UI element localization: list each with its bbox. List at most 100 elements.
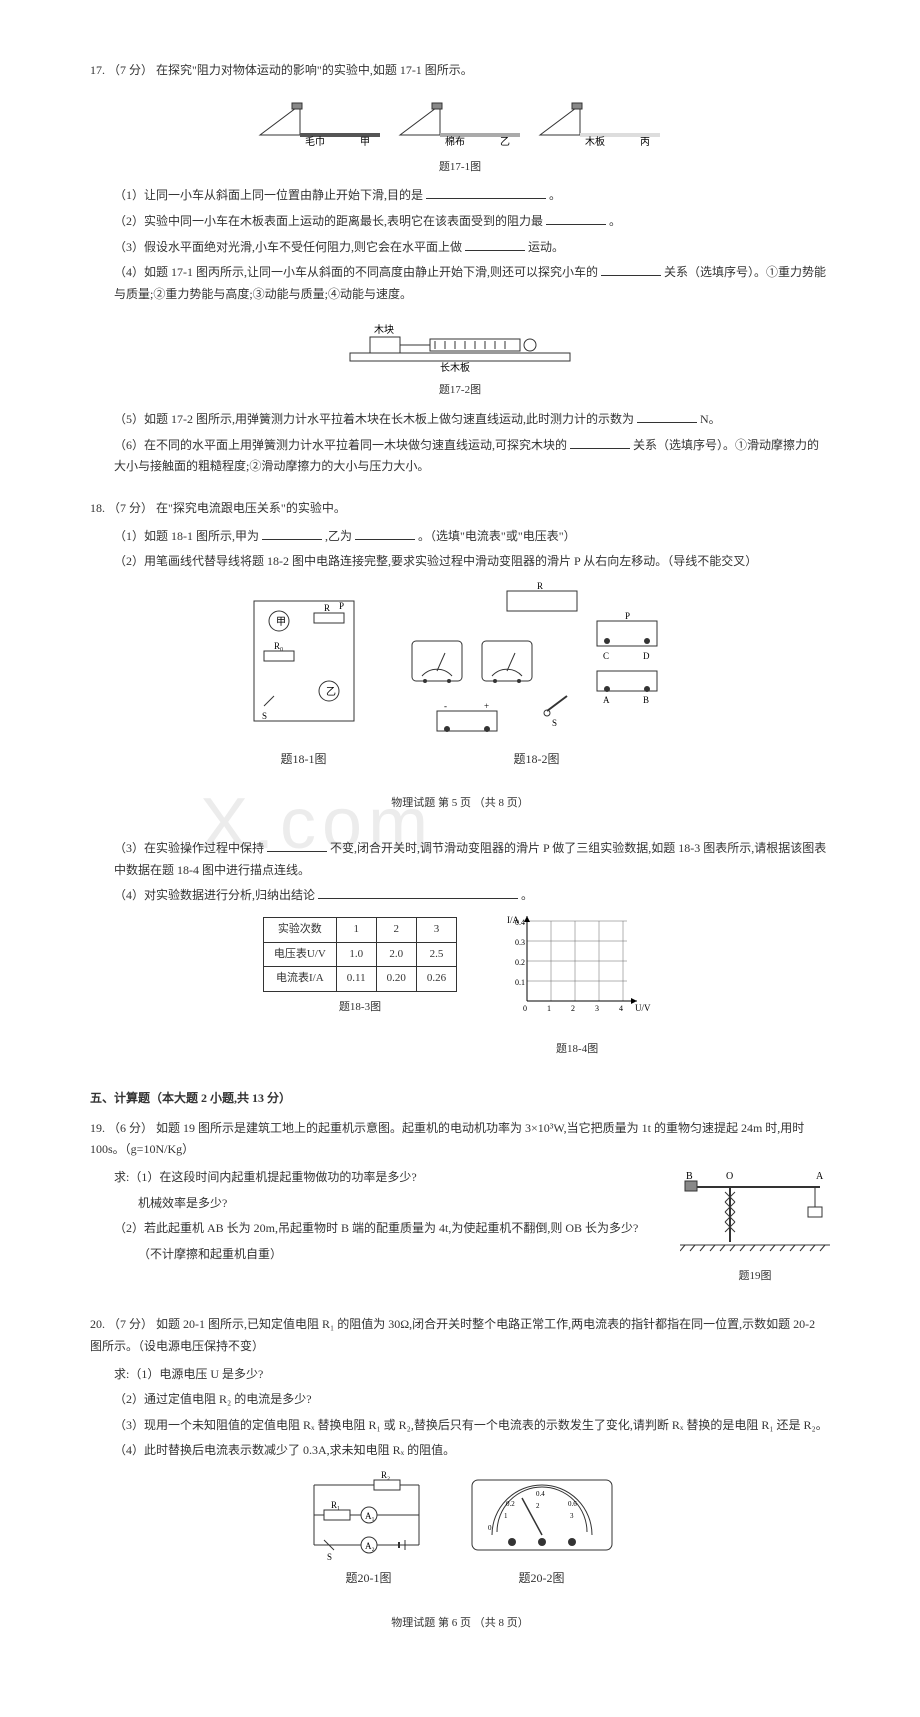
q20-circuit-svg: R₂ R₁ A₁ A₂ S	[299, 1470, 439, 1560]
q19-intro: 如题 19 图所示是建筑工地上的起重机示意图。起重机的电动机功率为 3×10³W…	[90, 1121, 804, 1157]
fig1-cap-a: 甲	[360, 137, 370, 148]
question-19: 19. （6 分） 如题 19 图所示是建筑工地上的起重机示意图。起重机的电动机…	[90, 1118, 830, 1295]
svg-text:乙: 乙	[326, 686, 336, 698]
svg-text:1: 1	[547, 1004, 551, 1013]
fig1-cap-c: 丙	[640, 137, 650, 148]
r2c1: 0.11	[336, 967, 376, 992]
question-20: 20. （7 分） 如题 20-1 图所示,已知定值电阻 R₁ 的阻值为 30Ω…	[90, 1314, 830, 1633]
q20-number: 20.	[90, 1317, 105, 1331]
q17-item5: （5）如题 17-2 图所示,用弹簧测力计水平拉着木块在长木板上做匀速直线运动,…	[90, 409, 830, 431]
table-header-tl: 实验次数	[263, 917, 336, 942]
q17-points: （7 分）	[108, 63, 153, 77]
q19-header: 19. （6 分） 如题 19 图所示是建筑工地上的起重机示意图。起重机的电动机…	[90, 1118, 830, 1161]
svg-text:+: +	[484, 701, 489, 711]
svg-text:0: 0	[523, 1004, 527, 1013]
r1c1: 1.0	[336, 942, 376, 967]
q18-fig1-caption: 题18-1图	[244, 749, 364, 771]
svg-text:0.4: 0.4	[536, 1490, 545, 1498]
q18-item1: （1）如题 18-1 图所示,甲为 ,乙为 。（选填"电流表"或"电压表"）	[90, 526, 830, 548]
svg-text:-: -	[444, 701, 447, 711]
q17-item4-text: （4）如题 17-1 图丙所示,让同一小车从斜面的不同高度由静止开始下滑,则还可…	[114, 265, 598, 279]
q19-ask1b: 机械效率是多少?	[90, 1193, 660, 1215]
table-col-2: 2	[376, 917, 416, 942]
q17-fig2: 木块 长木板	[90, 313, 830, 373]
svg-text:A₁: A₁	[365, 1511, 375, 1521]
table-col-3: 3	[416, 917, 456, 942]
q18-item1-a: （1）如题 18-1 图所示,甲为	[114, 529, 259, 543]
svg-text:R: R	[537, 581, 543, 591]
blank-field[interactable]	[570, 435, 630, 449]
q17-item5-end: N。	[700, 412, 721, 426]
svg-text:2: 2	[536, 1502, 540, 1510]
svg-text:3: 3	[595, 1004, 599, 1013]
svg-text:甲: 甲	[276, 617, 286, 628]
ammeter-dial-svg: 0 0.2 0.4 0.6 1 2 3	[462, 1470, 622, 1560]
q17-item3-end: 运动。	[528, 240, 564, 254]
blank-field[interactable]	[262, 526, 322, 540]
q17-item1: （1）让同一小车从斜面上同一位置由静止开始下滑,目的是 。	[90, 185, 830, 207]
blank-field[interactable]	[267, 838, 327, 852]
fig1-cap-b: 乙	[500, 136, 510, 148]
r2c2: 0.20	[376, 967, 416, 992]
q17-fig1: 毛巾 甲 棉布 乙 木板 丙	[90, 90, 830, 150]
svg-text:R: R	[324, 603, 330, 613]
svg-text:长木板: 长木板	[440, 361, 470, 373]
svg-text:P: P	[625, 611, 630, 621]
q19-asks: 求:（1）在这段时间内起重机提起重物做功的功率是多少? 机械效率是多少? （2）…	[90, 1167, 660, 1294]
question-17: 17. （7 分） 在探究"阻力对物体运动的影响"的实验中,如题 17-1 图所…	[90, 60, 830, 478]
q20-fig2-caption: 题20-2图	[462, 1568, 622, 1590]
q19-body: 求:（1）在这段时间内起重机提起重物做功的功率是多少? 机械效率是多少? （2）…	[90, 1167, 830, 1294]
q18-item3: （3）在实验操作过程中保持 不变,闭合开关时,调节滑动变阻器的滑片 P 做了三组…	[90, 838, 830, 881]
svg-text:C: C	[603, 651, 609, 661]
r2c3: 0.26	[416, 967, 456, 992]
svg-text:0.3: 0.3	[515, 938, 525, 947]
svg-text:A₂: A₂	[365, 1541, 375, 1551]
blank-field[interactable]	[637, 409, 697, 423]
q17-item1-text: （1）让同一小车从斜面上同一位置由静止开始下滑,目的是	[114, 188, 423, 202]
svg-text:0.6: 0.6	[568, 1500, 577, 1508]
q18-points: （7 分）	[108, 501, 153, 515]
q20-ask1: 求:（1）电源电压 U 是多少?	[90, 1364, 830, 1386]
fig1-label-a: 毛巾	[305, 135, 325, 148]
blank-field[interactable]	[355, 526, 415, 540]
svg-text:0.2: 0.2	[515, 958, 525, 967]
r1c2: 2.0	[376, 942, 416, 967]
q20-intro: 如题 20-1 图所示,已知定值电阻 R₁ 的阻值为 30Ω,闭合开关时整个电路…	[90, 1317, 815, 1353]
section-5-title: 五、计算题（本大题 2 小题,共 13 分）	[90, 1088, 830, 1110]
spring-scale-svg: 木块 长木板	[330, 313, 590, 373]
q19-ask2: （2）若此起重机 AB 长为 20m,吊起重物时 B 端的配重质量为 4t,为使…	[90, 1218, 660, 1240]
q17-intro: 在探究"阻力对物体运动的影响"的实验中,如题 17-1 图所示。	[156, 63, 473, 77]
blank-field[interactable]	[601, 262, 661, 276]
blank-field[interactable]	[546, 211, 606, 225]
q17-item6: （6）在不同的水平面上用弹簧测力计水平拉着同一木块做匀速直线运动,可探究木块的 …	[90, 435, 830, 478]
blank-field[interactable]	[465, 237, 525, 251]
q19-fig: B O A 题19图	[680, 1167, 830, 1294]
q17-item5-text: （5）如题 17-2 图所示,用弹簧测力计水平拉着木块在长木板上做匀速直线运动,…	[114, 412, 634, 426]
q18-figs: 甲 R P R₀ 乙 S R C D P	[90, 581, 830, 741]
blank-field[interactable]	[426, 185, 546, 199]
q17-item2-text: （2）实验中同一小车在木板表面上运动的距离最长,表明它在该表面受到的阻力最	[114, 214, 543, 228]
circuit-schematic-svg: 甲 R P R₀ 乙 S	[244, 591, 364, 731]
svg-text:B: B	[686, 1171, 693, 1182]
q19-fig-caption: 题19图	[680, 1267, 830, 1287]
svg-text:P: P	[339, 601, 344, 611]
q17-item3: （3）假设水平面绝对光滑,小车不受任何阻力,则它会在水平面上做 运动。	[90, 237, 830, 259]
svg-text:4: 4	[619, 1004, 623, 1013]
q17-item2: （2）实验中同一小车在木板表面上运动的距离最长,表明它在该表面受到的阻力最 。	[90, 211, 830, 233]
q18-fig2-caption: 题18-2图	[397, 749, 677, 771]
q17-item1-end: 。	[549, 188, 561, 202]
q17-header: 17. （7 分） 在探究"阻力对物体运动的影响"的实验中,如题 17-1 图所…	[90, 60, 830, 82]
blank-field[interactable]	[318, 885, 518, 899]
q19-ask2-note: （不计摩擦和起重机自重）	[90, 1244, 660, 1266]
svg-text:2: 2	[571, 1004, 575, 1013]
svg-text:U/V: U/V	[635, 1003, 651, 1013]
q17-fig2-caption: 题17-2图	[90, 381, 830, 401]
q18-fig4-caption: 题18-4图	[497, 1040, 657, 1060]
q19-ask1: 求:（1）在这段时间内起重机提起重物做功的功率是多少?	[90, 1167, 660, 1189]
q17-item6-text: （6）在不同的水平面上用弹簧测力计水平拉着同一木块做匀速直线运动,可探究木块的	[114, 438, 567, 452]
q17-item4: （4）如题 17-1 图丙所示,让同一小车从斜面的不同高度由静止开始下滑,则还可…	[90, 262, 830, 305]
q17-fig1-caption: 题17-1图	[90, 158, 830, 178]
svg-text:D: D	[643, 651, 650, 661]
svg-text:0: 0	[488, 1524, 492, 1532]
q17-item3-text: （3）假设水平面绝对光滑,小车不受任何阻力,则它会在水平面上做	[114, 240, 462, 254]
